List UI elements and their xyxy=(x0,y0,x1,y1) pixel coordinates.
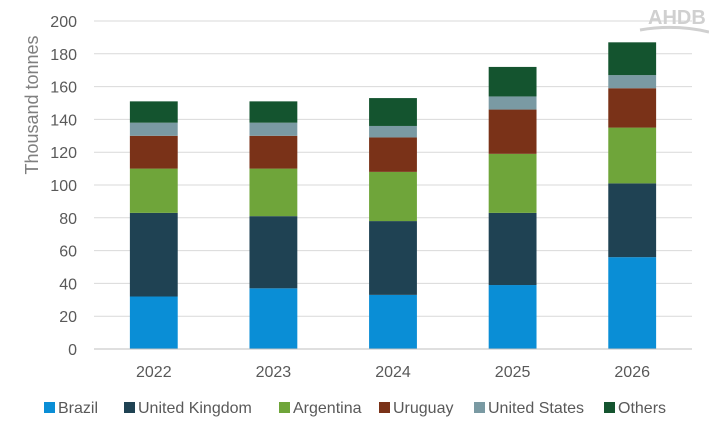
legend-label: United States xyxy=(488,400,584,417)
bar-segment xyxy=(369,221,417,295)
y-tick-label: 160 xyxy=(50,80,77,97)
bar-segment xyxy=(249,168,298,217)
bar-segment xyxy=(249,135,298,169)
legend-label: Argentina xyxy=(293,400,362,417)
bar-segment xyxy=(608,75,657,89)
bar-segment xyxy=(608,183,657,258)
logo-text: AHDB xyxy=(648,7,706,29)
y-tick-label: 120 xyxy=(50,145,77,162)
bar-segment xyxy=(369,98,417,126)
legend-label: Uruguay xyxy=(393,400,453,417)
bars xyxy=(129,42,657,349)
y-tick-label: 60 xyxy=(59,244,77,261)
bar-segment xyxy=(249,288,298,349)
bar-segment xyxy=(369,171,417,222)
bar-segment xyxy=(129,212,178,297)
legend-label: Others xyxy=(618,400,666,417)
bar-segment xyxy=(129,296,178,349)
bar-segment xyxy=(369,294,417,349)
legend-swatch xyxy=(474,402,485,413)
legend-swatch xyxy=(379,402,390,413)
bar-segment xyxy=(488,153,537,213)
legend: Brazil United Kingdom Argentina Uruguay Unit… xyxy=(44,400,666,417)
ahdb-logo: AHDB xyxy=(639,7,709,34)
legend-swatch xyxy=(279,402,290,413)
y-tick-label: 40 xyxy=(59,276,77,293)
y-tick-label: 0 xyxy=(68,342,77,359)
legend-label: United Kingdom xyxy=(138,400,252,417)
bar-segment xyxy=(249,101,298,123)
bar-segment xyxy=(369,125,417,138)
x-tick-label: 2025 xyxy=(495,364,531,381)
bar-segment xyxy=(129,101,178,123)
bar-segment xyxy=(608,88,657,128)
logo-swoosh xyxy=(639,25,709,34)
bar-segment xyxy=(249,216,298,289)
bar-segment xyxy=(488,96,537,110)
legend-swatch xyxy=(44,402,55,413)
x-tick-label: 2026 xyxy=(614,364,650,381)
y-tick-label: 100 xyxy=(50,178,77,195)
bar-segment xyxy=(488,109,537,154)
legend-label: Brazil xyxy=(58,400,98,417)
x-tick-label: 2023 xyxy=(256,364,292,381)
y-tick-label: 180 xyxy=(50,47,77,64)
axes: 0 20 40 60 80 100 120 140 160 180 200 2022 2023 2024 2… xyxy=(50,14,692,381)
legend-swatch xyxy=(124,402,135,413)
bar-segment xyxy=(129,135,178,169)
bar-segment xyxy=(608,127,657,184)
y-tick-label: 20 xyxy=(59,309,77,326)
bar-segment xyxy=(608,42,657,76)
x-tick-label: 2024 xyxy=(375,364,411,381)
bar-segment xyxy=(129,122,178,136)
x-tick-label: 2022 xyxy=(136,364,172,381)
bar-segment xyxy=(129,168,178,213)
bar-segment xyxy=(488,285,537,349)
y-tick-label: 80 xyxy=(59,211,77,228)
bar-segment xyxy=(488,66,537,97)
y-tick-label: 200 xyxy=(50,14,77,31)
y-axis-title: Thousand tonnes xyxy=(22,35,42,174)
bar-segment xyxy=(249,122,298,136)
bar-segment xyxy=(608,257,657,349)
y-tick-label: 140 xyxy=(50,112,77,129)
bar-segment xyxy=(369,137,417,172)
legend-swatch xyxy=(604,402,615,413)
bar-segment xyxy=(488,212,537,286)
